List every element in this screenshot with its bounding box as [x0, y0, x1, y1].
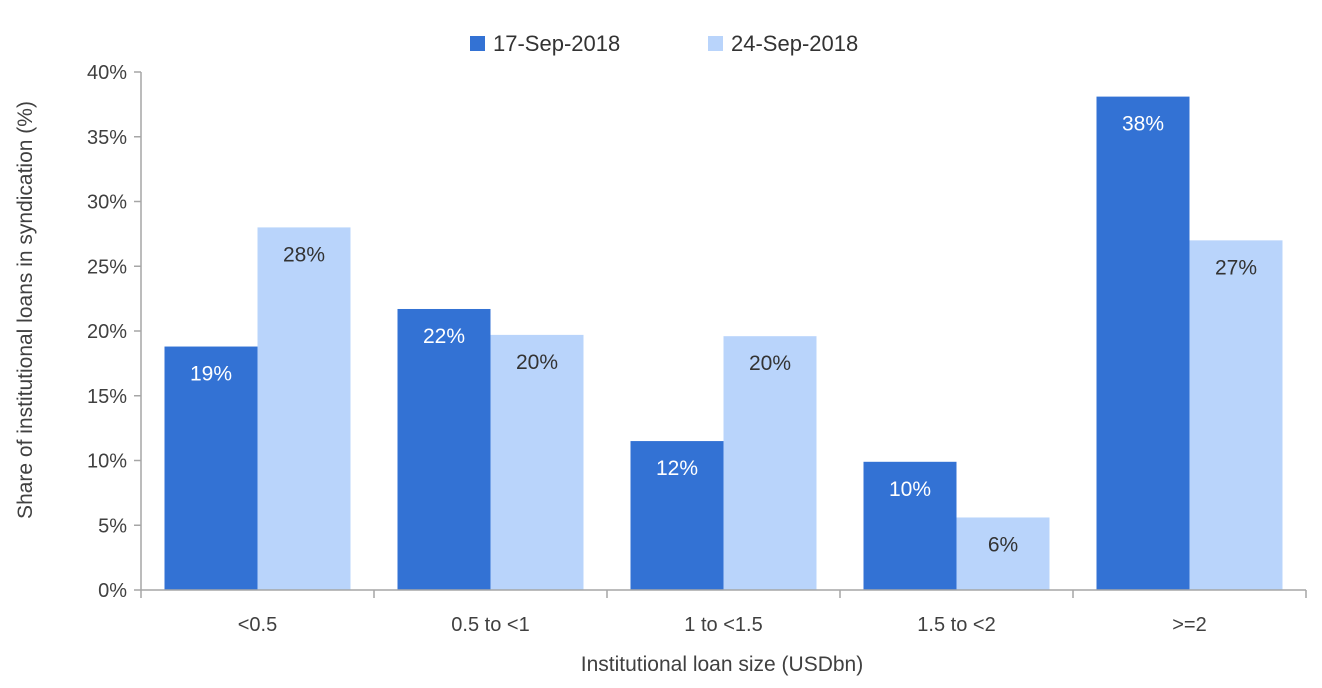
data-label: 20% — [749, 352, 791, 375]
axes-group: 0% 5% 10% 15% 20% 25% 30% 35% 40% <0.5 0.5 to <1 1 … — [87, 62, 1307, 636]
data-label: 20% — [516, 351, 558, 374]
legend: 17-Sep-2018 24-Sep-2018 — [470, 31, 858, 56]
data-label: 22% — [423, 325, 465, 348]
y-tick-label: 15% — [87, 386, 127, 408]
data-label: 12% — [656, 457, 698, 480]
bar — [723, 336, 817, 590]
bar — [1096, 96, 1190, 590]
y-tick-label: 10% — [87, 451, 127, 473]
data-label: 28% — [283, 243, 325, 266]
bar — [164, 346, 258, 590]
bar — [1189, 240, 1283, 590]
x-tick-label: 1 to <1.5 — [684, 614, 762, 636]
y-tick-label: 35% — [87, 127, 127, 149]
bar — [956, 517, 1050, 590]
legend-swatch — [708, 36, 723, 51]
y-tick-label: 25% — [87, 256, 127, 278]
y-axis-title: Share of institutional loans in syndicat… — [14, 101, 37, 519]
data-label: 10% — [889, 478, 931, 501]
y-tick-label: 40% — [87, 62, 127, 84]
data-label: 6% — [988, 533, 1018, 556]
x-tick-label: 0.5 to <1 — [451, 614, 529, 636]
y-tick-label: 0% — [98, 580, 127, 602]
bar — [490, 334, 584, 590]
x-tick-label: 1.5 to <2 — [917, 614, 995, 636]
bar — [863, 461, 957, 590]
legend-swatch — [470, 36, 485, 51]
data-label: 19% — [190, 363, 232, 386]
x-tick-label: <0.5 — [238, 614, 277, 636]
bars-group — [164, 96, 1283, 590]
bar — [630, 441, 724, 590]
bar-labels-group: 19% 28% 22% 20% 12% 20% 10% 6% 38% 27% — [190, 113, 1257, 557]
y-tick-label: 30% — [87, 192, 127, 214]
y-tick-label: 5% — [98, 515, 127, 537]
bar — [257, 227, 351, 590]
legend-label: 24-Sep-2018 — [731, 31, 858, 56]
x-tick-label: >=2 — [1172, 614, 1206, 636]
data-label: 27% — [1215, 256, 1257, 279]
x-axis-title: Institutional loan size (USDbn) — [581, 653, 863, 676]
data-label: 38% — [1122, 113, 1164, 136]
y-tick-label: 20% — [87, 321, 127, 343]
bar — [397, 308, 491, 590]
legend-label: 17-Sep-2018 — [493, 31, 620, 56]
